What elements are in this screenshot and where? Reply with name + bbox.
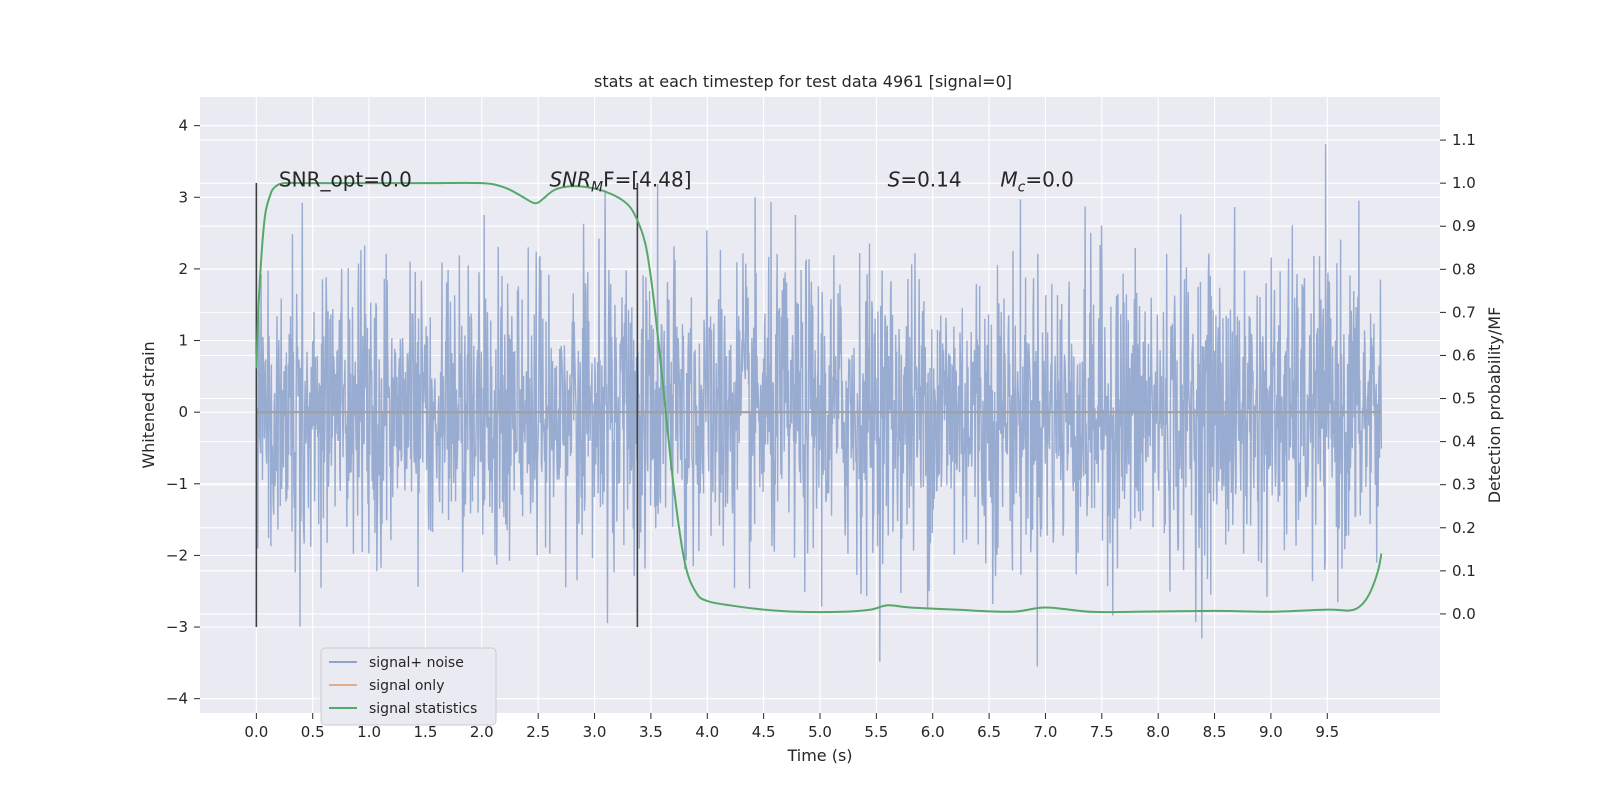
y2-tick-label: 0.4 — [1452, 433, 1476, 451]
y-tick-label: 0 — [178, 403, 188, 421]
x-tick-label: 1.5 — [414, 723, 438, 741]
x-tick-label: 3.5 — [639, 723, 663, 741]
signal-noise-series — [255, 144, 1383, 667]
x-tick-label: 8.5 — [1203, 723, 1227, 741]
legend-box — [320, 647, 497, 726]
annotation-snr_opt: SNR_opt=0.0 — [279, 168, 412, 192]
y-tick-label: −2 — [166, 546, 188, 564]
legend-label-statistics: signal statistics — [369, 701, 477, 717]
x-tick-label: 4.5 — [752, 723, 776, 741]
x-axis-label: Time (s) — [786, 746, 852, 765]
y2-tick-label: 1.1 — [1452, 131, 1476, 149]
x-tick-label: 7.0 — [1034, 723, 1058, 741]
y-tick-label: 2 — [178, 260, 188, 278]
y-tick-label: −1 — [166, 475, 188, 493]
y-tick-label: 1 — [178, 332, 188, 350]
x-axis: 0.0 0.5 1.0 1.5 2.0 2.5 3.0 3.5 4.0 4.5 5.0 5.5 6.0 6… — [244, 713, 1339, 741]
signal-statistics-line — [255, 181, 1383, 614]
annotation-s: S=0.14 — [888, 168, 962, 192]
y-axis-label: Whitened strain — [139, 341, 158, 468]
annotation-snr_mf: SNRMF=[4.48] — [549, 168, 691, 196]
x-tick-label: 2.5 — [526, 723, 550, 741]
y2-axis-label: Detection probability/MF — [1485, 307, 1504, 504]
y2-tick-label: 0.5 — [1452, 390, 1476, 408]
y-axis: −4 −3 −2 −1 0 1 2 3 4 — [166, 117, 200, 708]
y-tick-label: 4 — [178, 117, 188, 135]
y2-axis: 0.0 0.1 0.2 0.3 0.4 0.5 0.6 0.7 0.8 0.9 1.0 1.1 — [1440, 131, 1476, 623]
y2-tick-label: 1.0 — [1452, 174, 1476, 192]
y2-tick-label: 0.6 — [1452, 346, 1476, 364]
x-tick-label: 1.0 — [357, 723, 381, 741]
annotations: SNR_opt=0.0 SNRMF=[4.48] S=0.14 Mc=0.0 — [279, 168, 1074, 196]
x-tick-label: 9.5 — [1315, 723, 1339, 741]
x-tick-label: 5.5 — [864, 723, 888, 741]
x-tick-label: 9.0 — [1259, 723, 1283, 741]
x-tick-label: 0.5 — [301, 723, 325, 741]
legend-label-noise: signal+ noise — [369, 655, 464, 671]
y2-tick-label: 0.1 — [1452, 562, 1476, 580]
y-tick-label: −4 — [166, 690, 188, 708]
x-tick-label: 5.0 — [808, 723, 832, 741]
y2-tick-label: 0.3 — [1452, 476, 1476, 494]
signal-statistics-series — [255, 181, 1383, 614]
x-tick-label: 3.0 — [583, 723, 607, 741]
chart-title: stats at each timestep for test data 496… — [594, 72, 1012, 91]
y2-tick-label: 0.2 — [1452, 519, 1476, 537]
x-tick-label: 0.0 — [244, 723, 268, 741]
y-tick-label: 3 — [178, 188, 188, 206]
x-tick-label: 6.5 — [977, 723, 1001, 741]
vertical-markers — [255, 182, 639, 628]
y2-tick-label: 0.8 — [1452, 260, 1476, 278]
annotation-mc: Mc=0.0 — [1000, 168, 1074, 196]
y-tick-label: −3 — [166, 618, 188, 636]
y2-tick-label: 0.7 — [1452, 303, 1476, 321]
y2-tick-label: 0.0 — [1452, 605, 1476, 623]
legend: signal+ noise signal only signal statist… — [320, 647, 497, 726]
x-tick-label: 6.0 — [921, 723, 945, 741]
y2-tick-label: 0.9 — [1452, 217, 1476, 235]
x-tick-label: 2.0 — [470, 723, 494, 741]
signal-noise-line — [255, 144, 1383, 667]
legend-label-signal-only: signal only — [369, 678, 444, 694]
x-tick-label: 4.0 — [695, 723, 719, 741]
x-tick-label: 7.5 — [1090, 723, 1114, 741]
x-tick-label: 8.0 — [1146, 723, 1170, 741]
